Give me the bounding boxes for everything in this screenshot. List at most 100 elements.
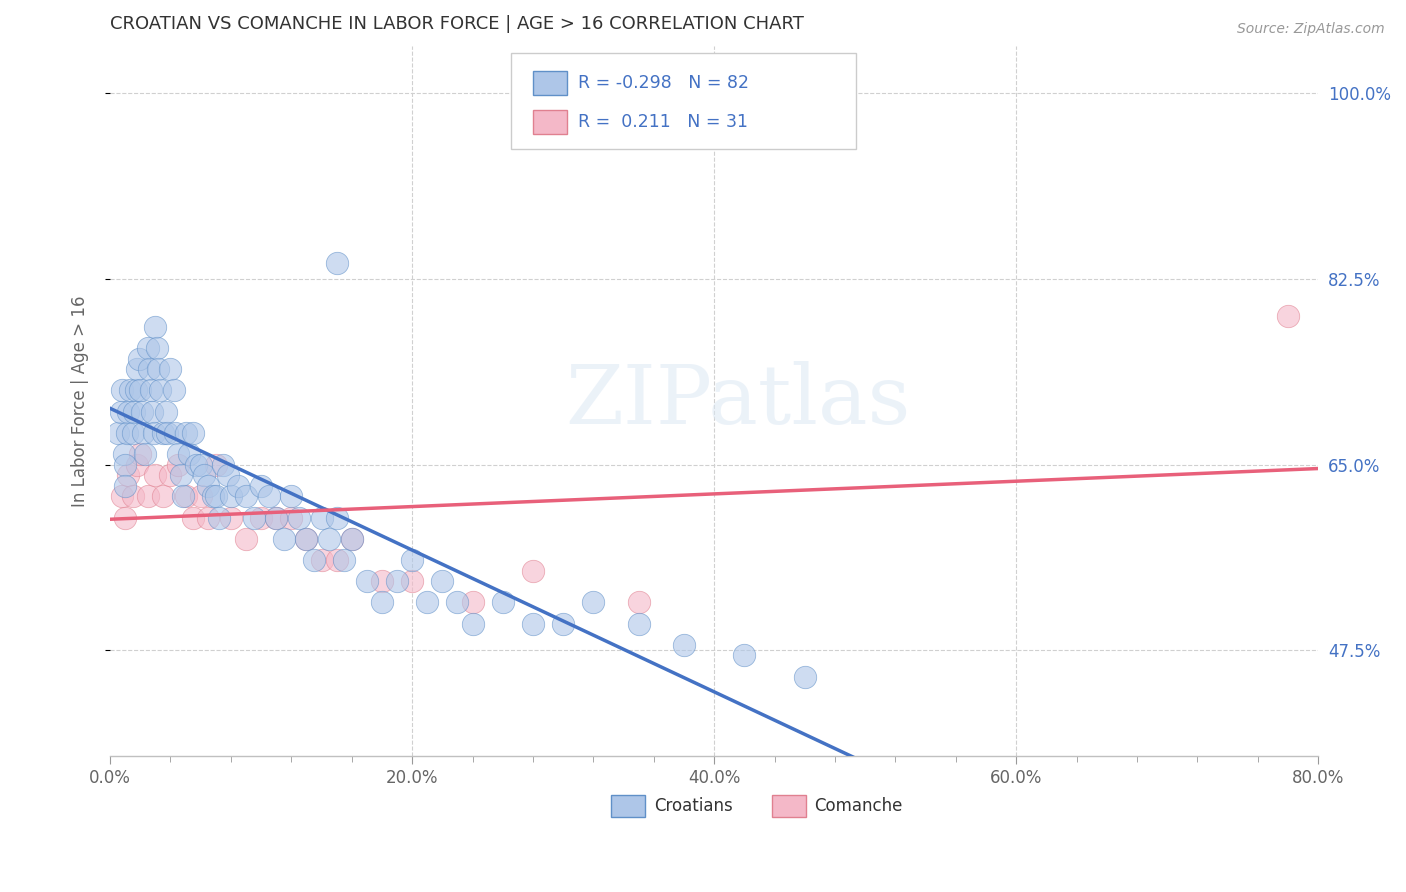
Y-axis label: In Labor Force | Age > 16: In Labor Force | Age > 16 bbox=[72, 295, 89, 507]
Point bbox=[461, 616, 484, 631]
Point bbox=[142, 425, 165, 440]
Point bbox=[401, 553, 423, 567]
Point bbox=[152, 425, 174, 440]
Point bbox=[446, 595, 468, 609]
FancyBboxPatch shape bbox=[612, 796, 645, 816]
Point bbox=[138, 362, 160, 376]
Text: Croatians: Croatians bbox=[654, 797, 733, 815]
Point bbox=[197, 510, 219, 524]
Point bbox=[280, 510, 302, 524]
Point bbox=[174, 425, 197, 440]
Point bbox=[117, 468, 139, 483]
Point bbox=[385, 574, 408, 589]
Text: R = -0.298   N = 82: R = -0.298 N = 82 bbox=[578, 74, 748, 93]
Point bbox=[257, 489, 280, 503]
Point bbox=[121, 425, 143, 440]
Point bbox=[159, 362, 181, 376]
Point bbox=[111, 489, 134, 503]
Point bbox=[149, 384, 172, 398]
Point bbox=[288, 510, 311, 524]
Point bbox=[129, 384, 152, 398]
Point bbox=[201, 489, 224, 503]
Point bbox=[325, 510, 347, 524]
Point bbox=[114, 479, 136, 493]
Point bbox=[128, 351, 150, 366]
Point bbox=[114, 510, 136, 524]
Text: Source: ZipAtlas.com: Source: ZipAtlas.com bbox=[1237, 22, 1385, 37]
Point bbox=[522, 616, 544, 631]
Point bbox=[132, 425, 155, 440]
Point bbox=[333, 553, 356, 567]
FancyBboxPatch shape bbox=[772, 796, 806, 816]
Point bbox=[582, 595, 605, 609]
Point bbox=[273, 532, 295, 546]
Point bbox=[264, 510, 287, 524]
Point bbox=[672, 638, 695, 652]
Text: R =  0.211   N = 31: R = 0.211 N = 31 bbox=[578, 113, 748, 131]
Point bbox=[115, 425, 138, 440]
Point bbox=[146, 341, 169, 355]
Point bbox=[295, 532, 318, 546]
Point bbox=[219, 510, 242, 524]
Point bbox=[181, 425, 204, 440]
Point bbox=[325, 553, 347, 567]
Point bbox=[136, 341, 159, 355]
Point bbox=[131, 404, 153, 418]
Point bbox=[156, 425, 179, 440]
Point bbox=[190, 489, 212, 503]
Point bbox=[136, 489, 159, 503]
Point bbox=[167, 458, 190, 472]
Point bbox=[152, 489, 174, 503]
Point bbox=[242, 510, 264, 524]
Point bbox=[311, 510, 333, 524]
Point bbox=[155, 404, 177, 418]
FancyBboxPatch shape bbox=[512, 53, 855, 149]
Point bbox=[121, 489, 143, 503]
Point bbox=[522, 564, 544, 578]
Point bbox=[461, 595, 484, 609]
Point bbox=[145, 319, 167, 334]
Point bbox=[340, 532, 363, 546]
Point bbox=[148, 362, 170, 376]
Point bbox=[311, 553, 333, 567]
Point bbox=[193, 468, 215, 483]
Point bbox=[159, 468, 181, 483]
Text: ZIPatlas: ZIPatlas bbox=[565, 361, 911, 441]
Text: CROATIAN VS COMANCHE IN LABOR FORCE | AGE > 16 CORRELATION CHART: CROATIAN VS COMANCHE IN LABOR FORCE | AG… bbox=[110, 15, 804, 33]
Point bbox=[122, 404, 145, 418]
Point bbox=[250, 479, 273, 493]
Point bbox=[627, 616, 650, 631]
Point bbox=[356, 574, 378, 589]
Point bbox=[118, 384, 141, 398]
Point bbox=[235, 489, 257, 503]
Text: Comanche: Comanche bbox=[814, 797, 903, 815]
Point bbox=[371, 574, 394, 589]
Point bbox=[162, 384, 184, 398]
FancyBboxPatch shape bbox=[533, 111, 567, 135]
Point bbox=[250, 510, 273, 524]
Point bbox=[110, 404, 132, 418]
Point bbox=[134, 447, 156, 461]
Point bbox=[416, 595, 439, 609]
Point bbox=[190, 458, 212, 472]
Point bbox=[170, 468, 193, 483]
Point bbox=[264, 510, 287, 524]
Point bbox=[127, 362, 149, 376]
Point bbox=[235, 532, 257, 546]
Point bbox=[139, 384, 162, 398]
Point bbox=[401, 574, 423, 589]
Point bbox=[1277, 309, 1299, 323]
Point bbox=[492, 595, 515, 609]
Point bbox=[125, 384, 148, 398]
Point bbox=[212, 458, 235, 472]
Point bbox=[553, 616, 575, 631]
Point bbox=[172, 489, 194, 503]
Point bbox=[204, 489, 226, 503]
Point bbox=[174, 489, 197, 503]
FancyBboxPatch shape bbox=[533, 71, 567, 95]
Point bbox=[371, 595, 394, 609]
Point bbox=[181, 510, 204, 524]
Point bbox=[177, 447, 200, 461]
Point bbox=[117, 404, 139, 418]
Point bbox=[107, 425, 129, 440]
